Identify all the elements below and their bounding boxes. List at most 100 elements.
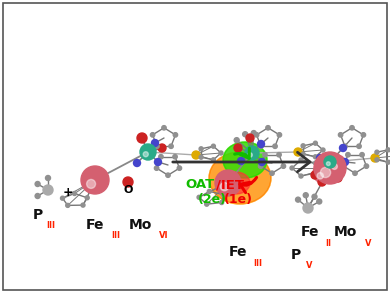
Ellipse shape: [209, 152, 271, 204]
Circle shape: [299, 174, 303, 178]
Text: V: V: [365, 239, 371, 248]
Circle shape: [66, 203, 70, 207]
Circle shape: [221, 193, 225, 197]
Circle shape: [314, 155, 317, 159]
Circle shape: [173, 154, 177, 159]
Circle shape: [215, 170, 241, 196]
Circle shape: [299, 158, 303, 162]
Text: (2e): (2e): [197, 193, 227, 207]
Circle shape: [328, 155, 346, 173]
Circle shape: [154, 166, 159, 170]
Circle shape: [386, 160, 390, 164]
Circle shape: [243, 132, 248, 137]
Circle shape: [324, 156, 336, 168]
Circle shape: [234, 144, 242, 152]
Circle shape: [173, 133, 177, 137]
Text: Mo: Mo: [128, 218, 152, 232]
FancyArrowPatch shape: [240, 177, 257, 193]
Circle shape: [334, 174, 342, 182]
Circle shape: [159, 154, 163, 159]
Text: Mo: Mo: [333, 225, 357, 239]
Circle shape: [87, 179, 96, 188]
Circle shape: [263, 153, 267, 157]
Circle shape: [296, 197, 301, 202]
FancyArrowPatch shape: [173, 152, 310, 172]
Circle shape: [246, 134, 254, 142]
Circle shape: [259, 159, 266, 166]
Circle shape: [197, 195, 201, 199]
Circle shape: [314, 152, 346, 184]
Ellipse shape: [223, 142, 267, 178]
Ellipse shape: [209, 152, 271, 204]
Circle shape: [317, 173, 323, 179]
Text: O: O: [123, 185, 133, 195]
Circle shape: [321, 167, 331, 178]
Text: III: III: [46, 222, 55, 231]
Circle shape: [220, 200, 223, 205]
Circle shape: [361, 133, 365, 137]
Circle shape: [155, 144, 159, 149]
Circle shape: [158, 144, 166, 152]
Text: Fe: Fe: [229, 245, 247, 259]
Circle shape: [314, 161, 317, 165]
Circle shape: [73, 192, 76, 195]
Circle shape: [248, 153, 252, 157]
Circle shape: [43, 185, 53, 195]
Circle shape: [371, 154, 379, 162]
Circle shape: [277, 133, 282, 137]
Circle shape: [238, 158, 245, 164]
Ellipse shape: [209, 152, 271, 204]
Ellipse shape: [209, 152, 271, 204]
Circle shape: [357, 144, 361, 149]
Circle shape: [133, 159, 140, 166]
Text: +: +: [63, 185, 73, 198]
Circle shape: [192, 151, 200, 159]
Text: VI: VI: [159, 231, 169, 239]
Ellipse shape: [223, 142, 267, 178]
Circle shape: [314, 141, 317, 145]
Text: II: II: [325, 239, 331, 248]
Circle shape: [35, 181, 40, 187]
Text: P: P: [291, 248, 301, 262]
Circle shape: [211, 158, 215, 162]
Circle shape: [341, 164, 346, 168]
Circle shape: [207, 189, 211, 193]
Text: /IET: /IET: [216, 178, 244, 192]
Circle shape: [346, 153, 350, 157]
Circle shape: [342, 159, 349, 166]
Circle shape: [281, 164, 285, 168]
Circle shape: [311, 171, 319, 179]
Circle shape: [85, 196, 89, 200]
Circle shape: [199, 155, 203, 159]
Text: III: III: [254, 258, 262, 268]
Circle shape: [245, 146, 259, 160]
Circle shape: [343, 144, 347, 149]
Circle shape: [211, 144, 215, 148]
Circle shape: [81, 203, 85, 207]
Circle shape: [199, 147, 203, 151]
Text: P: P: [33, 208, 43, 222]
Circle shape: [46, 176, 50, 180]
Circle shape: [332, 163, 337, 169]
Circle shape: [166, 173, 170, 177]
Text: V: V: [306, 260, 312, 270]
Circle shape: [339, 133, 343, 137]
Circle shape: [317, 199, 322, 204]
Circle shape: [169, 144, 173, 149]
FancyArrowPatch shape: [235, 148, 249, 158]
Circle shape: [257, 141, 264, 147]
Circle shape: [234, 138, 239, 143]
Circle shape: [162, 126, 166, 130]
Circle shape: [177, 166, 182, 170]
Circle shape: [259, 164, 263, 168]
Circle shape: [364, 164, 369, 168]
Circle shape: [375, 158, 379, 162]
Ellipse shape: [222, 172, 250, 194]
Text: Fe: Fe: [86, 218, 104, 232]
Circle shape: [326, 162, 330, 166]
Circle shape: [321, 148, 325, 152]
Circle shape: [273, 144, 277, 149]
Circle shape: [353, 171, 357, 176]
Circle shape: [251, 131, 256, 136]
Circle shape: [277, 153, 281, 157]
